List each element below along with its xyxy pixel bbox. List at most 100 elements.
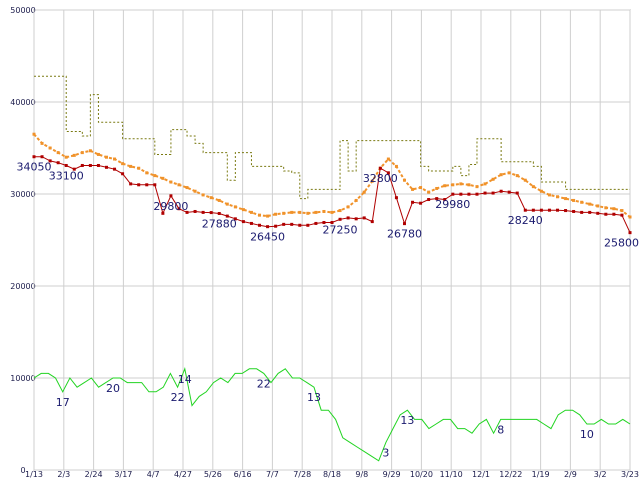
- data-point-close: [233, 217, 237, 221]
- data-point-average: [177, 183, 181, 187]
- data-point-close: [556, 208, 560, 212]
- x-tick-label: 7/28: [293, 470, 311, 479]
- x-tick-label: 2/3: [57, 470, 70, 479]
- data-point-close: [56, 161, 60, 165]
- data-point-average: [612, 207, 616, 211]
- x-tick-label: 8/18: [323, 470, 341, 479]
- data-point-average: [386, 157, 390, 161]
- data-point-average: [185, 186, 189, 190]
- data-label: 26780: [387, 228, 422, 241]
- data-point-average: [620, 209, 624, 213]
- y-tick-label: 20000: [10, 282, 35, 291]
- data-point-average: [435, 186, 439, 190]
- data-point-close: [201, 210, 205, 214]
- data-point-close: [515, 191, 519, 195]
- data-point-average: [233, 205, 237, 209]
- x-tick-label: 9/29: [383, 470, 401, 479]
- x-tick-label: 3/2: [594, 470, 607, 479]
- data-label: 13: [400, 414, 414, 427]
- data-point-average: [48, 146, 52, 150]
- data-point-close: [249, 221, 253, 225]
- data-point-average: [40, 141, 44, 145]
- data-point-average: [580, 200, 584, 204]
- data-point-average: [249, 210, 253, 214]
- data-point-close: [137, 183, 141, 187]
- data-point-average: [153, 174, 157, 178]
- data-point-close: [113, 167, 117, 171]
- data-point-close: [121, 172, 125, 176]
- data-point-close: [402, 222, 406, 226]
- data-label: 22: [257, 377, 271, 390]
- data-point-close: [523, 208, 527, 212]
- data-label: 26450: [250, 231, 285, 244]
- data-point-average: [282, 211, 286, 215]
- x-tick-label: 2/24: [85, 470, 103, 479]
- data-point-average: [64, 155, 68, 159]
- data-point-close: [258, 223, 262, 227]
- data-point-close: [499, 189, 503, 193]
- data-point-close: [72, 167, 76, 171]
- data-point-average: [104, 155, 108, 159]
- data-point-close: [483, 191, 487, 195]
- data-label: 22: [171, 391, 185, 404]
- y-tick-label: 40000: [10, 98, 35, 107]
- data-point-close: [370, 220, 374, 224]
- x-tick-label: 5/26: [204, 470, 222, 479]
- data-point-average: [354, 198, 358, 202]
- data-point-close: [209, 211, 213, 215]
- data-point-average: [161, 176, 165, 180]
- data-point-close: [475, 192, 479, 196]
- data-point-close: [435, 197, 439, 201]
- data-point-close: [459, 192, 463, 196]
- data-point-close: [314, 221, 318, 225]
- data-point-close: [298, 223, 302, 227]
- data-point-close: [177, 207, 181, 211]
- data-point-close: [620, 213, 624, 217]
- data-point-close: [628, 231, 632, 235]
- data-point-average: [596, 204, 600, 208]
- data-point-average: [274, 212, 278, 216]
- data-point-close: [104, 165, 108, 169]
- data-point-average: [362, 190, 366, 194]
- series-line-high: [34, 75, 630, 200]
- data-label: 29800: [153, 200, 188, 213]
- data-point-close: [48, 159, 52, 163]
- data-point-average: [169, 180, 173, 184]
- data-point-close: [419, 201, 423, 205]
- data-point-average: [572, 198, 576, 202]
- data-point-average: [370, 179, 374, 183]
- x-tick-label: 7/7: [266, 470, 279, 479]
- data-point-average: [402, 178, 406, 182]
- data-point-close: [80, 163, 84, 167]
- data-point-average: [539, 189, 543, 193]
- data-point-close: [161, 211, 165, 215]
- data-point-close: [612, 212, 616, 216]
- data-point-close: [290, 222, 294, 226]
- data-point-close: [451, 192, 455, 196]
- y-tick-label: 0: [20, 466, 25, 475]
- y-tick-label: 50000: [10, 6, 35, 15]
- data-label: 3: [382, 446, 389, 459]
- data-point-average: [338, 209, 342, 213]
- data-point-average: [499, 173, 503, 177]
- data-label: 32800: [363, 172, 398, 185]
- data-point-average: [523, 178, 527, 182]
- data-point-close: [596, 211, 600, 215]
- data-label: 27880: [202, 218, 237, 231]
- data-point-average: [290, 210, 294, 214]
- x-tick-label: 4/27: [174, 470, 192, 479]
- data-point-average: [483, 182, 487, 186]
- data-point-average: [507, 171, 511, 175]
- y-tick-label: 30000: [10, 190, 35, 199]
- data-point-close: [306, 223, 310, 227]
- data-label: 13: [307, 391, 321, 404]
- data-point-close: [394, 196, 398, 200]
- data-label: 8: [497, 423, 504, 436]
- x-tick-label: 3/23: [621, 470, 639, 479]
- data-point-average: [298, 210, 302, 214]
- data-point-close: [338, 217, 342, 221]
- series-line-average: [33, 133, 631, 218]
- data-point-average: [475, 185, 479, 189]
- data-label: 17: [56, 396, 70, 409]
